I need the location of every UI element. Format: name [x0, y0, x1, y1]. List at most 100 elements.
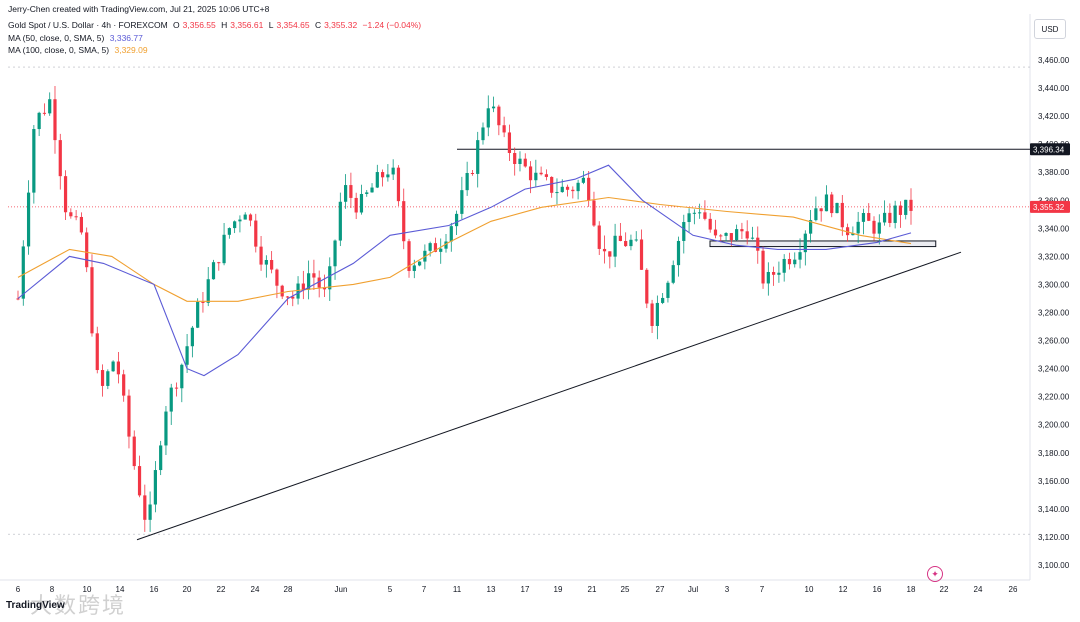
candle-body [877, 222, 881, 234]
x-tick-label: 21 [588, 585, 597, 594]
candle-body [803, 233, 807, 253]
x-tick-label: 10 [805, 585, 814, 594]
candle-body [132, 436, 136, 467]
ma50-legend[interactable]: MA (50, close, 0, SMA, 5) 3,336.77 [8, 33, 146, 43]
candle-body [507, 132, 512, 153]
candle-body [16, 298, 20, 300]
candle-body [893, 205, 897, 223]
ma50-line [17, 164, 912, 377]
candle-body [37, 112, 41, 130]
candle-body [206, 279, 210, 303]
last-price-tag-bg [1030, 200, 1070, 213]
x-tick-label: 19 [554, 585, 563, 594]
candle-body [291, 296, 295, 299]
candle-body [592, 200, 596, 226]
watermark-text: 大数跨境 [30, 594, 127, 619]
x-tick-label: 14 [116, 585, 125, 594]
candle-body [550, 176, 554, 193]
x-tick-label: 24 [974, 585, 983, 594]
candle-body [835, 202, 839, 214]
y-tick-label: 3,120.00 [1038, 533, 1070, 542]
candle-body [497, 106, 501, 126]
low-label: L [268, 20, 274, 30]
candle-body [137, 466, 142, 496]
candle-body [809, 220, 813, 234]
candle-body [845, 227, 850, 236]
candle-body [840, 202, 844, 228]
x-tick-label: 8 [50, 585, 55, 594]
candle-body [597, 225, 601, 249]
x-tick-label: 12 [839, 585, 848, 594]
candle-body [280, 285, 284, 297]
candle-body [618, 235, 622, 241]
candle-body [645, 269, 649, 304]
symbol-name[interactable]: Gold Spot / U.S. Dollar · 4h · FOREXCOM [8, 20, 168, 30]
y-tick-label: 3,440.00 [1038, 84, 1070, 93]
candle-body [486, 108, 490, 128]
candle-body [317, 277, 321, 288]
candle-body [333, 240, 337, 267]
candle-body [602, 248, 607, 252]
ma50-label: MA (50, close, 0, SMA, 5) [8, 33, 105, 43]
candle-body [264, 259, 268, 265]
candle-body [613, 235, 617, 257]
candle-body [491, 106, 496, 109]
candle-body [735, 229, 739, 241]
open-value: 3,356.55 [182, 20, 216, 30]
x-tick-label: 7 [422, 585, 427, 594]
candle-body [275, 269, 279, 286]
candle-body [761, 250, 765, 284]
candle-body [872, 220, 876, 234]
candle-body [439, 248, 443, 252]
ma100-legend[interactable]: MA (100, close, 0, SMA, 5) 3,329.09 [8, 45, 151, 55]
y-tick-label: 3,180.00 [1038, 449, 1070, 458]
candle-body [481, 127, 485, 141]
candle-body [338, 201, 342, 241]
candle-body [444, 241, 448, 249]
high-label: H [221, 20, 228, 30]
candle-body [100, 370, 105, 386]
candle-body [639, 239, 644, 270]
candle-body [254, 220, 258, 247]
candle-body [106, 371, 110, 386]
candle-body [359, 193, 364, 213]
candle-body [396, 167, 401, 202]
x-tick-label: 10 [83, 585, 92, 594]
candle-body [32, 129, 36, 193]
candle-body [565, 186, 570, 190]
y-tick-label: 3,380.00 [1038, 168, 1070, 177]
tradingview-logo[interactable]: TradingView [6, 600, 65, 611]
x-tick-label: 24 [251, 585, 260, 594]
y-tick-label: 3,420.00 [1038, 112, 1070, 121]
candle-body [26, 192, 31, 247]
candle-body [523, 158, 527, 167]
candle-body [328, 266, 332, 290]
candle-body [180, 364, 184, 389]
candle-body [745, 231, 749, 239]
symbol-header: Gold Spot / U.S. Dollar · 4h · FOREXCOM … [8, 20, 424, 30]
ma100-label: MA (100, close, 0, SMA, 5) [8, 45, 110, 55]
high-value: 3,356.61 [230, 20, 264, 30]
candle-body [655, 302, 659, 326]
candle-body [576, 182, 580, 192]
candle-body [777, 272, 781, 275]
candle-body [544, 174, 549, 177]
candle-body [42, 112, 47, 114]
candle-body [417, 261, 422, 266]
tradingview-icon: ✦ [927, 566, 943, 582]
currency-button[interactable]: USD [1034, 19, 1066, 39]
candle-body [344, 185, 348, 202]
candle-body [624, 240, 628, 247]
candle-body [153, 470, 157, 505]
candle-body [719, 235, 723, 237]
candle-body [428, 243, 432, 251]
candle-body [861, 212, 866, 222]
candle-body [756, 237, 760, 251]
candle-body [814, 208, 818, 221]
candle-body [518, 158, 522, 165]
candle-body [201, 301, 205, 303]
candle-body [196, 301, 200, 328]
candle-body [708, 218, 712, 230]
x-tick-label: 16 [873, 585, 882, 594]
